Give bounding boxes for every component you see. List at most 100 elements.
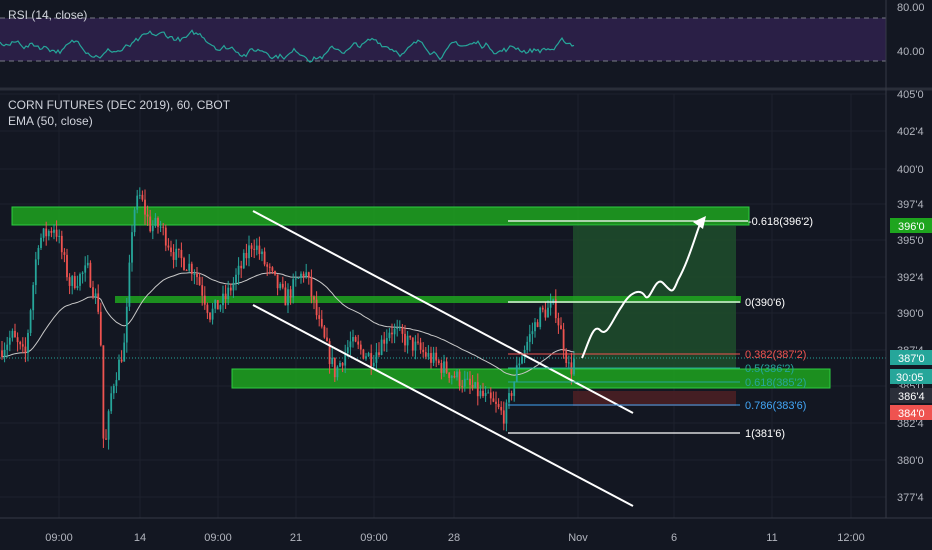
candle-body bbox=[274, 270, 276, 275]
candle-body bbox=[461, 386, 464, 388]
candle-body bbox=[536, 322, 539, 327]
candle-body bbox=[188, 263, 191, 271]
candle-body bbox=[138, 194, 141, 196]
time-tick: 09:00 bbox=[204, 532, 232, 544]
candle-body bbox=[518, 363, 521, 366]
candle-body bbox=[19, 342, 22, 345]
candle-body bbox=[393, 328, 396, 335]
candle-body bbox=[313, 296, 315, 300]
candle-body bbox=[450, 375, 453, 378]
ema-legend[interactable]: EMA (50, close) bbox=[8, 114, 93, 128]
candle-body bbox=[55, 229, 58, 237]
candle-body bbox=[409, 335, 412, 338]
candle-body bbox=[110, 393, 113, 412]
price-tag-396-text: 396'0 bbox=[898, 221, 925, 233]
candle-body bbox=[482, 390, 484, 397]
zone-resistance bbox=[11, 206, 750, 226]
candle-body bbox=[11, 330, 14, 338]
candle-body bbox=[380, 339, 383, 355]
candle-body bbox=[528, 334, 531, 342]
candle-body bbox=[573, 358, 575, 375]
fib-label-0786: 0.786(383'6) bbox=[745, 400, 806, 412]
candle-body bbox=[222, 293, 224, 306]
projection-path[interactable] bbox=[581, 223, 701, 359]
candle-body bbox=[203, 295, 206, 305]
candle-body bbox=[474, 382, 477, 388]
price-tick: 377'4 bbox=[897, 492, 924, 504]
candle-body bbox=[219, 305, 222, 310]
candle-body bbox=[531, 331, 534, 335]
candle-body bbox=[190, 263, 193, 274]
candle-body bbox=[515, 365, 518, 382]
rsi-legend[interactable]: RSI (14, close) bbox=[8, 8, 88, 22]
fib-label-n0618: -0.618(396'2) bbox=[748, 216, 813, 228]
candle-body bbox=[344, 353, 347, 366]
candle-body bbox=[432, 352, 435, 363]
candle-body bbox=[326, 337, 328, 342]
candle-body bbox=[68, 277, 71, 286]
price-tick: 390'0 bbox=[897, 308, 924, 320]
channel-lower[interactable] bbox=[252, 304, 634, 507]
candle-body bbox=[383, 339, 386, 344]
candle-body bbox=[268, 266, 271, 268]
candle-body bbox=[118, 359, 120, 381]
candle-body bbox=[94, 293, 97, 297]
candle-body bbox=[84, 265, 87, 273]
candle-body bbox=[300, 273, 302, 278]
candle-body bbox=[349, 341, 352, 348]
candle-body bbox=[557, 318, 560, 326]
rsi-line bbox=[0, 29, 575, 63]
price-tick: 402'4 bbox=[897, 126, 924, 138]
candle-body bbox=[404, 333, 406, 346]
candle-body bbox=[479, 390, 482, 397]
candle-body bbox=[476, 382, 479, 397]
candle-body bbox=[437, 360, 440, 363]
candle-body bbox=[209, 312, 211, 320]
main-pane[interactable]: -0.618(396'2) 0(390'6) 0.382(387'2) 0.5(… bbox=[0, 93, 886, 518]
candle-body bbox=[484, 393, 487, 397]
candle-body bbox=[391, 332, 393, 335]
time-tick: 09:00 bbox=[360, 532, 388, 544]
time-axis[interactable]: 09:00 14 09:00 21 09:00 28 Nov 6 11 12:00 bbox=[0, 517, 932, 544]
price-axis[interactable]: 405'0402'4400'0397'4395'0392'4390'0387'4… bbox=[885, 0, 932, 518]
candle-body bbox=[505, 402, 508, 424]
candle-body bbox=[487, 392, 490, 394]
price-tag-last bbox=[890, 350, 932, 365]
candle-body bbox=[305, 272, 308, 277]
candle-body bbox=[365, 356, 367, 359]
time-tick: 11 bbox=[766, 532, 777, 544]
rsi-pane[interactable] bbox=[0, 17, 886, 63]
candles bbox=[1, 187, 575, 450]
price-tag-stop-text: 384'0 bbox=[898, 408, 925, 420]
candle-body bbox=[79, 274, 81, 286]
candle-body bbox=[271, 267, 274, 271]
candle-body bbox=[248, 245, 250, 259]
channel-upper[interactable] bbox=[252, 210, 634, 414]
candle-body bbox=[289, 289, 292, 298]
candle-body bbox=[123, 342, 126, 362]
candle-body bbox=[196, 273, 198, 278]
candle-body bbox=[258, 245, 261, 255]
candle-body bbox=[398, 327, 401, 329]
candle-body bbox=[422, 349, 425, 353]
candle-body bbox=[541, 307, 544, 310]
candle-body bbox=[170, 247, 172, 253]
fib-label-0382: 0.382(387'2) bbox=[745, 349, 806, 361]
candle-body bbox=[521, 356, 523, 364]
candle-body bbox=[513, 381, 516, 396]
symbol-title[interactable]: CORN FUTURES (DEC 2019), 60, CBOT bbox=[8, 98, 231, 112]
fib-label-05: 0.5(386'2) bbox=[745, 363, 794, 375]
time-tick: 28 bbox=[448, 532, 460, 544]
candle-body bbox=[279, 283, 282, 289]
fib-label-0618: 0.618(385'2) bbox=[745, 377, 806, 389]
candle-body bbox=[417, 341, 419, 343]
candle-body bbox=[385, 338, 388, 344]
fib-label-0: 0(390'6) bbox=[745, 297, 785, 309]
candle-body bbox=[21, 344, 24, 347]
price-tag-countdown-text: 30:05 bbox=[896, 372, 924, 384]
candle-body bbox=[136, 195, 139, 210]
candle-body bbox=[388, 332, 391, 339]
candle-body bbox=[144, 199, 146, 215]
